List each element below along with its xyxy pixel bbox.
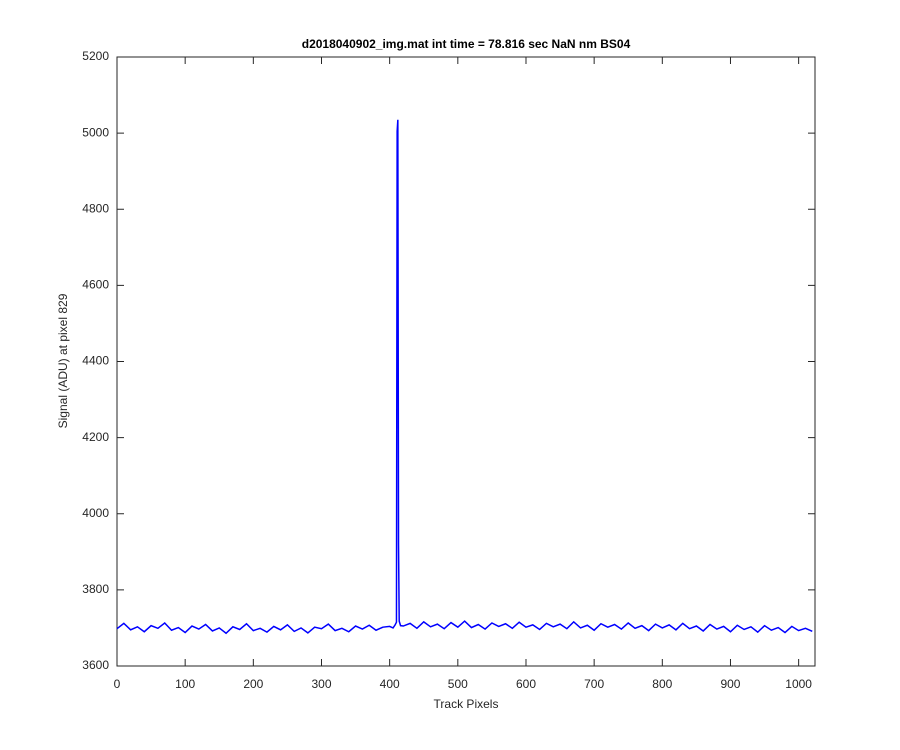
x-tick-label: 0 bbox=[114, 677, 121, 691]
x-tick-label: 300 bbox=[311, 677, 331, 691]
y-tick-label: 4000 bbox=[82, 506, 109, 520]
y-tick-label: 3800 bbox=[82, 582, 109, 596]
x-tick-label: 800 bbox=[652, 677, 672, 691]
y-axis-label: Signal (ADU) at pixel 829 bbox=[56, 293, 70, 428]
x-tick-label: 600 bbox=[516, 677, 536, 691]
y-tick-label: 5000 bbox=[82, 125, 109, 139]
y-tick-label: 3600 bbox=[82, 658, 109, 672]
y-tick-label: 5200 bbox=[82, 49, 109, 63]
x-axis-label: Track Pixels bbox=[434, 697, 499, 711]
x-tick-label: 100 bbox=[175, 677, 195, 691]
y-tick-label: 4400 bbox=[82, 354, 109, 368]
x-tick-label: 1000 bbox=[785, 677, 812, 691]
data-line bbox=[116, 119, 813, 635]
y-tick-label: 4600 bbox=[82, 278, 109, 292]
y-tick-label: 4200 bbox=[82, 430, 109, 444]
x-tick-label: 500 bbox=[448, 677, 468, 691]
x-tick-label: 200 bbox=[243, 677, 263, 691]
chart-title: d2018040902_img.mat int time = 78.816 se… bbox=[302, 37, 631, 51]
x-tick-label: 900 bbox=[720, 677, 740, 691]
y-tick-label: 4800 bbox=[82, 201, 109, 215]
x-tick-label: 400 bbox=[380, 677, 400, 691]
plot-box bbox=[116, 56, 816, 667]
x-tick-label: 700 bbox=[584, 677, 604, 691]
